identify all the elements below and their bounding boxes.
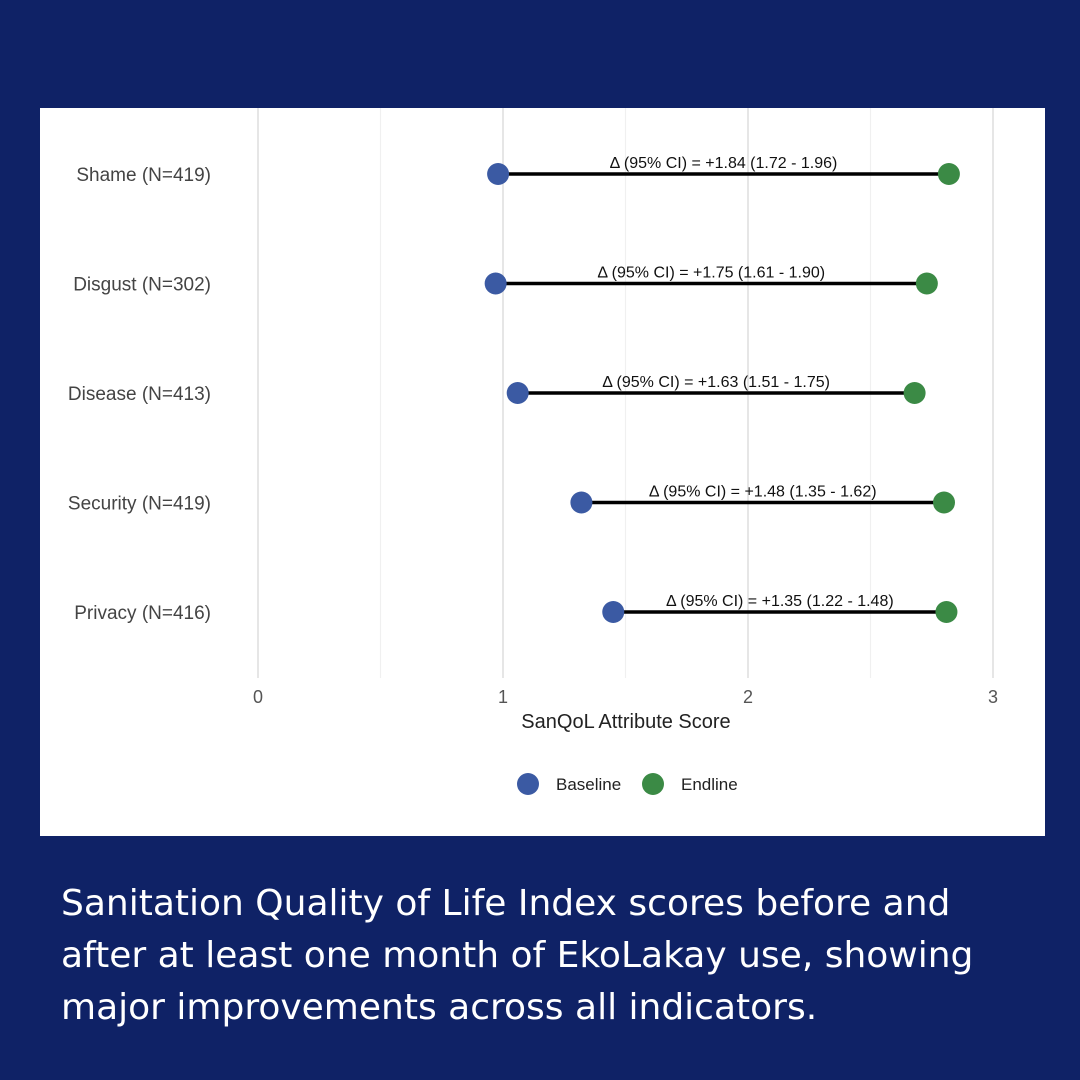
legend-swatch: [517, 773, 539, 795]
category-label: Disease (N=413): [68, 384, 211, 405]
row-disease: Disease (N=413) Δ (95% CI) = +1.63 (1.51 …: [68, 374, 926, 405]
endline-point: [933, 491, 955, 514]
legend-label: Baseline: [556, 775, 621, 794]
delta-annotation: Δ (95% CI) = +1.75 (1.61 - 1.90): [597, 265, 825, 282]
endline-point: [915, 272, 938, 295]
endline-point: [935, 601, 958, 623]
legend-label: Endline: [681, 775, 738, 794]
category-label: Shame (N=419): [76, 165, 211, 186]
x-tick-label: 3: [988, 687, 998, 707]
endline-point: [903, 382, 926, 404]
chart-panel: 0 1 2 3 SanQoL Attribute Score Shame (N=419…: [40, 108, 1045, 836]
baseline-point: [570, 491, 593, 514]
delta-annotation: Δ (95% CI) = +1.84 (1.72 - 1.96): [610, 155, 838, 172]
delta-annotation: Δ (95% CI) = +1.48 (1.35 - 1.62): [649, 484, 877, 501]
legend-swatch: [642, 773, 664, 795]
category-label: Privacy (N=416): [74, 603, 211, 624]
baseline-point: [506, 382, 529, 404]
x-tick-label: 0: [253, 687, 263, 707]
row-privacy: Privacy (N=416) Δ (95% CI) = +1.35 (1.22 …: [74, 593, 958, 624]
row-disgust: Disgust (N=302) Δ (95% CI) = +1.75 (1.61 …: [73, 265, 938, 296]
legend-item-baseline: Baseline: [517, 773, 621, 795]
row-security: Security (N=419) Δ (95% CI) = +1.48 (1.35…: [68, 484, 955, 515]
endline-point: [937, 163, 960, 185]
delta-annotation: Δ (95% CI) = +1.35 (1.22 - 1.48): [666, 593, 894, 610]
baseline-point: [602, 601, 625, 623]
x-axis-label: SanQoL Attribute Score: [521, 711, 730, 733]
category-label: Disgust (N=302): [73, 275, 211, 296]
legend-item-endline: Endline: [642, 773, 738, 795]
delta-annotation: Δ (95% CI) = +1.63 (1.51 - 1.75): [602, 374, 830, 391]
baseline-point: [484, 272, 507, 295]
x-tick-label: 2: [743, 687, 753, 707]
dumbbell-chart: 0 1 2 3 SanQoL Attribute Score Shame (N=419…: [68, 108, 998, 795]
row-shame: Shame (N=419) Δ (95% CI) = +1.84 (1.72 - …: [76, 155, 960, 186]
category-label: Security (N=419): [68, 494, 211, 515]
baseline-point: [487, 163, 510, 185]
x-tick-label: 1: [498, 687, 508, 707]
figure-caption: Sanitation Quality of Life Index scores …: [61, 883, 974, 1028]
